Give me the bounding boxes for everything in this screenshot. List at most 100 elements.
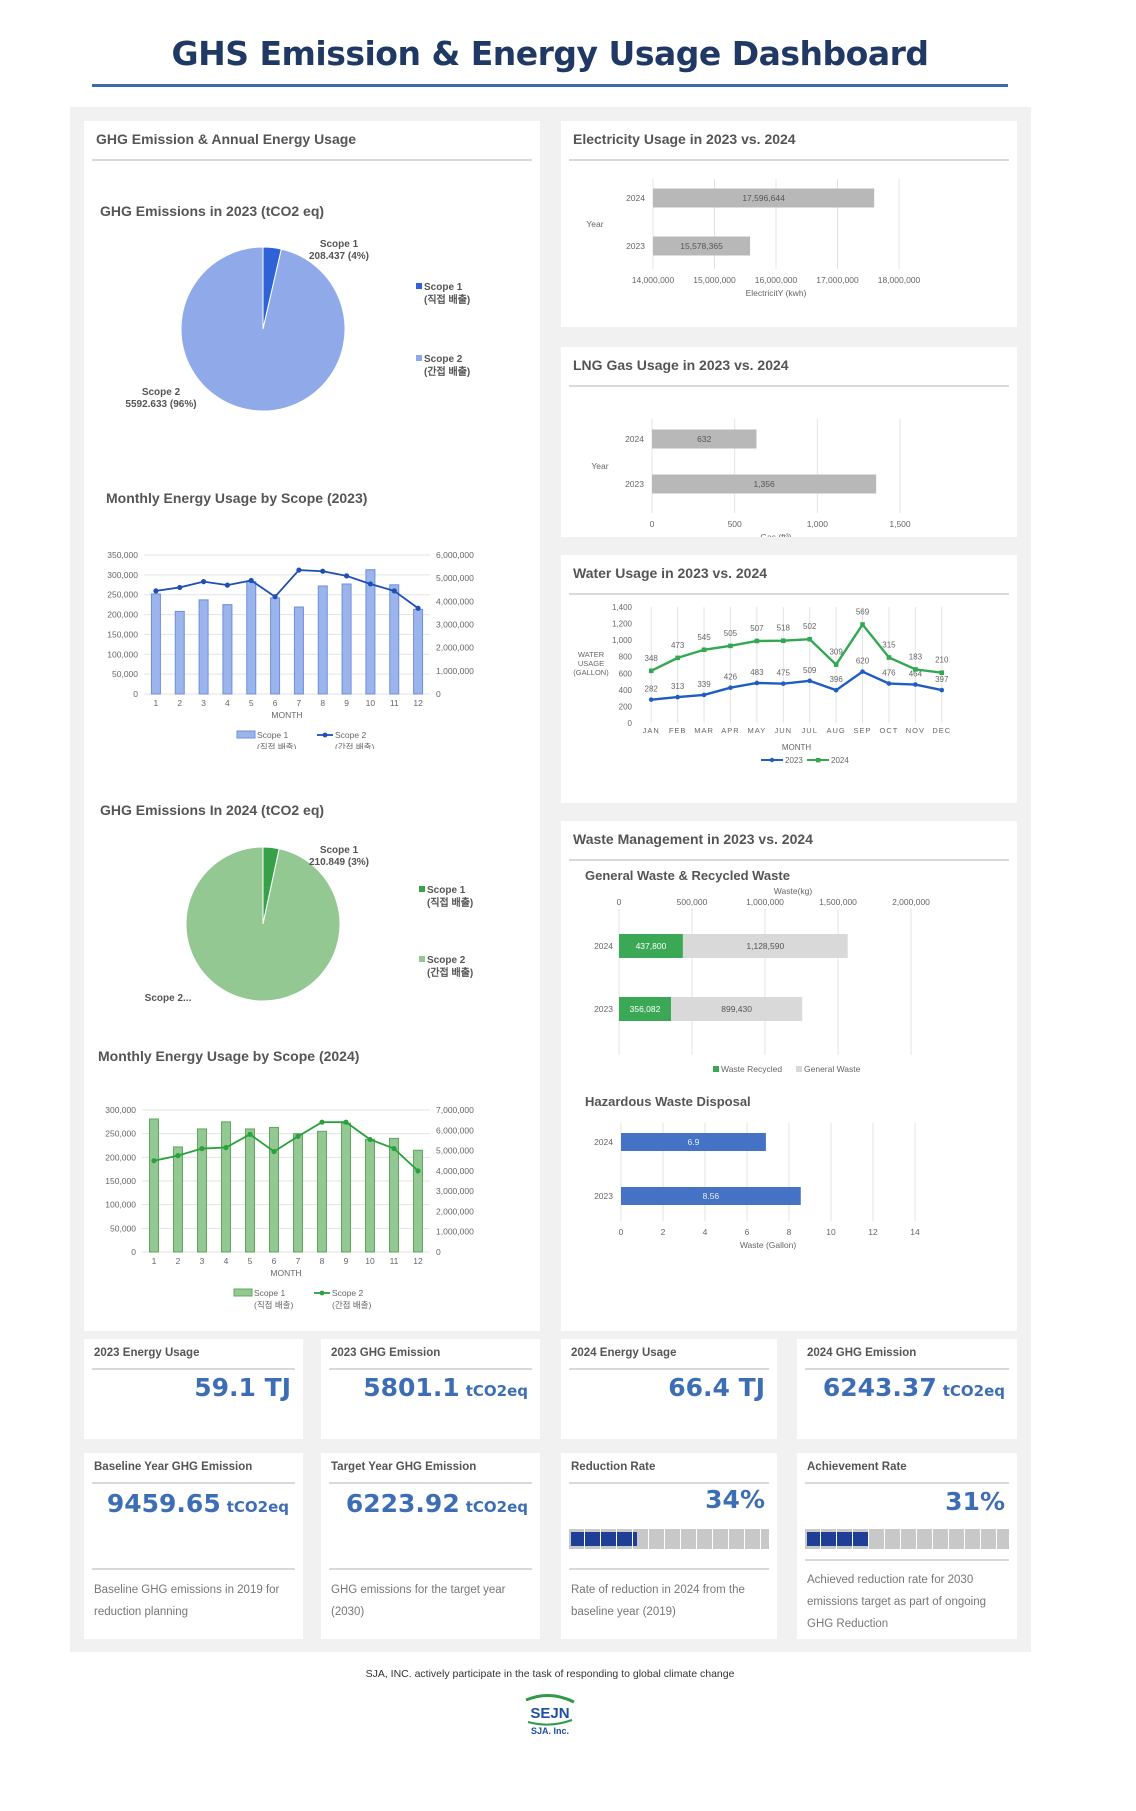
footer-text: SJA, INC. actively participate in the ta… — [365, 1668, 735, 1680]
water-point-2023 — [675, 694, 680, 700]
pie-2023-title: GHG Emissions in 2023 (tCO2 eq) — [100, 203, 325, 219]
water-point-2024 — [807, 636, 813, 642]
y-tick-label-right: 3,000,000 — [436, 620, 474, 630]
scope2-point — [391, 588, 397, 594]
water-point-2024 — [860, 622, 865, 627]
water-point-2023 — [754, 680, 760, 686]
water-point-2024 — [648, 668, 654, 674]
x-tick-label: 0 — [619, 1227, 624, 1237]
y-tick-label-right: 0 — [436, 689, 441, 699]
reduction-progress-bar — [569, 1529, 769, 1549]
water-usage-chart: 0 200 400 600 800 1,000 1,200 1,400 JAN FEB MAR APR… — [573, 603, 950, 765]
kpi-value: 31% — [945, 1487, 1005, 1516]
x-tick-label: 500,000 — [677, 897, 708, 907]
data-label: 339 — [697, 680, 711, 689]
y-tick-label-right: 1,000,000 — [436, 1227, 474, 1237]
y-tick-label: 2024 — [626, 193, 645, 203]
x-tick-label: 4 — [224, 1256, 229, 1266]
legend-sub-label: (직접 배출) — [424, 293, 470, 306]
data-label: 309 — [829, 648, 843, 657]
recycled-waste-bar — [619, 997, 671, 1021]
y-tick-label-left: 150,000 — [105, 1176, 136, 1186]
waste-panel: Waste Management in 2023 vs. 2024 Genera… — [561, 821, 1017, 1331]
kpi-unit: tCO2eq — [465, 1382, 528, 1400]
y-tick-label-left: 50,000 — [112, 669, 138, 679]
scope2-point — [248, 577, 254, 584]
legend-label: General Waste — [804, 1064, 861, 1074]
x-tick-label: 7 — [297, 698, 302, 708]
y-tick-label-right: 4,000,000 — [436, 596, 474, 606]
scope2-point — [224, 582, 231, 588]
y-tick-label-right: 6,000,000 — [436, 550, 474, 560]
progress-grid — [805, 1529, 1009, 1549]
y-tick-label-left: 50,000 — [110, 1223, 136, 1233]
pie-2024-title: GHG Emissions In 2024 (tCO2 eq) — [100, 802, 325, 818]
divider — [92, 1368, 295, 1370]
scope1-bar — [197, 1128, 207, 1253]
kpi-unit: tCO2eq — [226, 1498, 289, 1516]
x-tick-label: 2 — [177, 698, 182, 708]
data-label: 545 — [697, 633, 711, 642]
legend-swatch — [769, 757, 775, 763]
logo-mark: SEJN — [530, 1705, 569, 1722]
divider — [329, 1482, 532, 1484]
y-tick-label-right: 5,000,000 — [436, 573, 474, 583]
y-tick-label-left: 100,000 — [105, 1200, 136, 1210]
bar — [621, 1133, 766, 1151]
bar-value-label: 356,082 — [630, 1004, 661, 1014]
data-label: 620 — [856, 657, 870, 666]
kpi-value: 34% — [705, 1485, 765, 1514]
x-tick-label: 3 — [200, 1256, 205, 1266]
kpi-number: 9459.65 — [106, 1489, 221, 1518]
x-tick-label: 11 — [390, 698, 399, 708]
pie-slice-value-label: 208.437 (4%) — [309, 251, 369, 262]
scope2-point — [415, 605, 421, 611]
water-point-2023 — [886, 681, 892, 686]
y-tick-label-right: 6,000,000 — [436, 1125, 474, 1135]
x-tick-label: 7 — [296, 1256, 301, 1266]
panel-title: GHG Emission & Annual Energy Usage — [96, 131, 357, 147]
y-tick-label-right: 5,000,000 — [436, 1146, 474, 1156]
data-label: 210 — [935, 656, 949, 665]
x-tick-label: JAN — [643, 726, 660, 735]
legend-label: Scope 1 — [254, 1288, 285, 1298]
scope2-point — [175, 1153, 181, 1159]
y-tick-label-right: 4,000,000 — [436, 1166, 474, 1176]
x-tick-label: 1 — [154, 698, 159, 708]
divider — [805, 1368, 1009, 1370]
kpi-unit: TJ — [738, 1373, 765, 1402]
x-tick-label: 12 — [868, 1227, 878, 1237]
data-label: 569 — [856, 607, 870, 616]
y-tick-label: 1,000 — [612, 636, 633, 645]
x-tick-label: JUL — [802, 726, 818, 735]
kpi-number: 6243.37 — [822, 1373, 937, 1402]
legend-label: Scope 1 — [424, 282, 463, 293]
scope1-bar — [389, 584, 400, 695]
legend-sub-label: (간접 배출) — [335, 742, 374, 749]
y-axis-label: (GALLON) — [573, 668, 609, 677]
divider — [805, 1482, 1009, 1484]
x-axis-label: MONTH — [271, 710, 302, 720]
sja-logo: SEJN SJA. Inc. — [525, 1694, 575, 1736]
water-point-2023 — [807, 678, 813, 684]
pie-slice-value-label: 210.849 (3%) — [309, 857, 369, 868]
bar-value-label: 15,578,365 — [680, 241, 723, 251]
data-label: 313 — [671, 682, 685, 691]
x-tick-label: OCT — [880, 726, 899, 735]
hazardous-waste-title: Hazardous Waste Disposal — [585, 1094, 751, 1109]
water-line-2024 — [650, 622, 942, 674]
divider — [329, 1568, 532, 1570]
water-point-2024 — [728, 643, 733, 649]
scope2-point — [247, 1131, 253, 1137]
x-tick-label: 4 — [225, 698, 230, 708]
scope1-bar — [293, 1133, 303, 1253]
kpi-description: Baseline GHG emissions in 2019 for reduc… — [94, 1584, 280, 1618]
legend-label: Scope 1 — [257, 730, 288, 740]
pie-slice-label: Scope 1 — [320, 845, 359, 856]
scope1-bar — [293, 606, 304, 695]
kpi-value: 6243.37 tCO2eq — [823, 1373, 1005, 1402]
legend-label: Scope 2 — [424, 354, 463, 365]
x-tick-label: APR — [721, 726, 739, 735]
pie-slice-label: Scope 2 — [142, 387, 181, 398]
scope1-bar — [245, 1128, 255, 1253]
